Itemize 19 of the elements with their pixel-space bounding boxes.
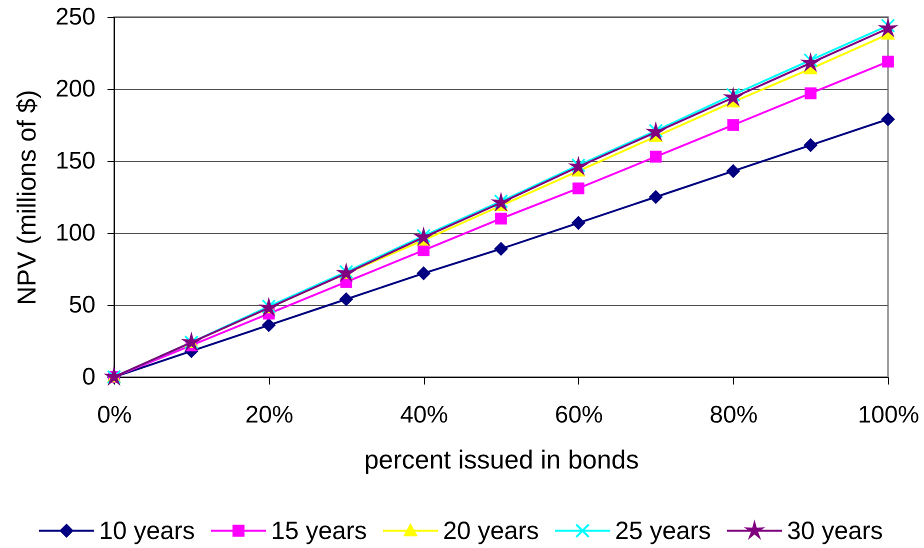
y-tick-label: 0: [82, 364, 96, 390]
x-tick-label: 40%: [400, 402, 448, 428]
legend-label: 15 years: [271, 516, 367, 545]
x-tick-label: 80%: [710, 402, 758, 428]
legend-label: 20 years: [443, 516, 539, 545]
x-tick-label: 20%: [245, 402, 294, 428]
y-axis-title: NPV (millions of $): [11, 90, 42, 306]
legend-label: 10 years: [99, 516, 195, 545]
y-tick-label: 150: [55, 148, 96, 174]
x-tick-label: 0%: [97, 402, 132, 428]
y-tick-label: 250: [55, 4, 96, 30]
legend-label: 25 years: [615, 516, 711, 545]
y-tick-label: 200: [55, 76, 96, 102]
y-tick-label: 100: [55, 220, 96, 246]
x-tick-label: 60%: [554, 402, 603, 428]
y-tick-label: 50: [68, 292, 96, 318]
legend-label: 30 years: [787, 516, 883, 545]
x-axis-title: percent issued in bonds: [364, 444, 639, 474]
x-tick-label: 100%: [858, 402, 920, 428]
